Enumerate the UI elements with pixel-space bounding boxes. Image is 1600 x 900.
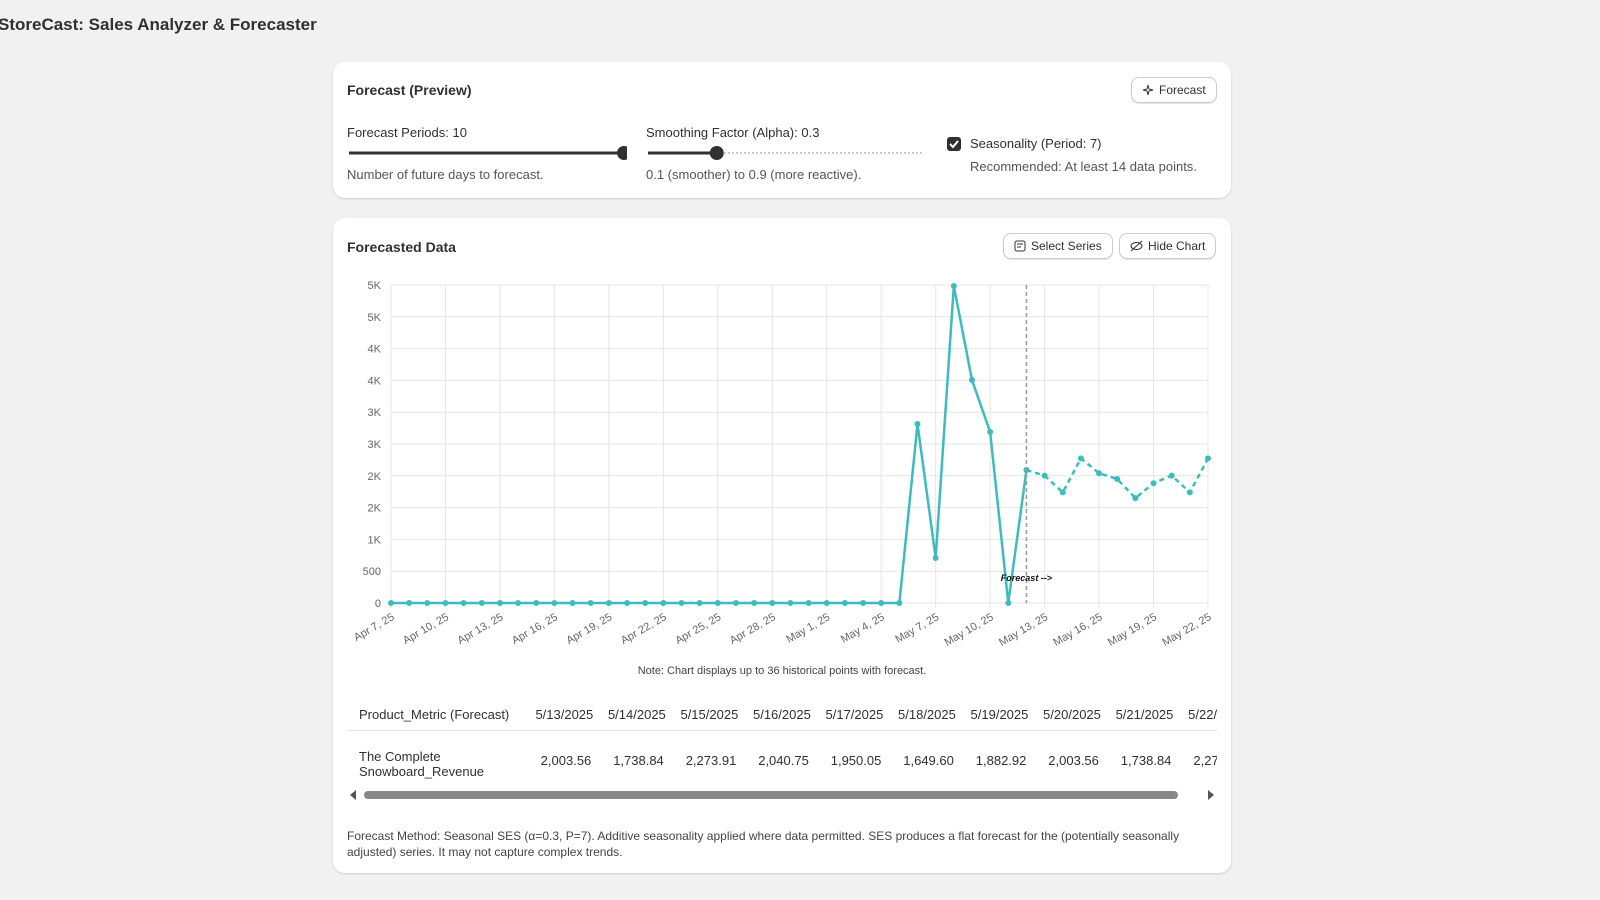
select-series-button[interactable]: Select Series [1003,233,1113,259]
header-cell: 5/19/2025 [961,698,1035,731]
card-title: Forecasted Data [347,239,456,255]
cell: The Complete Snowboard_Revenue [359,749,485,779]
header-cell: 5/14/2025 [599,698,672,731]
header-row: Product_Metric (Forecast) 5/13/2025 5/14/2… [347,698,1217,731]
icon [1014,240,1026,252]
seasonality-label: Seasonality (Period: 7) [970,136,1102,151]
button-label: Hide Chart [1148,239,1206,253]
card-title: Forecast (Preview) [347,82,472,98]
alpha-slider[interactable] [646,144,931,162]
slider-thumb [709,146,724,160]
header-cell: 5/18/2025 [889,698,962,731]
header-cell: Product_Metric (Forecast) [347,698,527,731]
scrollbar[interactable] [347,787,1217,803]
settings-card: Forecast (Preview) Forecast Forecast Per… [333,62,1231,198]
forecast-button[interactable]: Forecast [1131,77,1217,103]
button-label: Select Series [1031,239,1102,253]
cell: 2,003.56 [1048,752,1099,768]
periods-help: Number of future days to forecast. [347,167,544,182]
header-cell: 5/17/2025 [816,698,890,731]
data-row: The Complete Snowboard_Revenue 2,003.56 1,… [347,731,1217,800]
cell: 1,738.84 [613,752,664,768]
button-label: Forecast [1159,83,1206,97]
cell: 1,882.92 [975,752,1027,768]
cell: 1,738.84 [1120,752,1172,768]
header-cell: 5/13/2025 [526,698,600,731]
cell: 2,003.56 [540,752,592,768]
header-cell: 5/22/2025 [1179,698,1217,731]
chart-note: Note: Chart displays up to 36 historical… [637,665,927,677]
icon [1142,84,1154,96]
slider-thumb [617,146,627,160]
cell: 2,273.91 [685,752,737,768]
hide-chart-button[interactable]: Hide Chart [1119,233,1217,259]
periods-label: Forecast Periods: 10 [347,125,467,140]
footnote: Forecast Method: Seasonal SES (α=0.3, P=… [347,829,1180,859]
checkbox-box [947,137,961,151]
table-wrap: Product_Metric (Forecast) 5/13/2025 5/14/2… [347,698,1217,799]
header-cell: 5/20/2025 [1034,698,1107,731]
seasonality-checkbox[interactable] [946,136,962,152]
periods-slider[interactable] [347,144,627,162]
header-cell: 5/15/2025 [671,698,745,731]
forecast-table: Product_Metric (Forecast) 5/13/2025 5/14/2… [347,698,1217,799]
icon [1130,240,1143,252]
cell: 1,649.60 [903,752,954,768]
app-title: StoreCast: Sales Analyzer & Forecaster [0,15,317,34]
alpha-label: Smoothing Factor (Alpha): 0.3 [646,125,820,140]
alpha-help: 0.1 (smoother) to 0.9 (more reactive). [646,167,862,182]
cell: 1,950.05 [830,752,882,768]
cell: 2,040.75 [758,752,809,768]
cell: 2,273.91 [1193,752,1217,768]
header-cell: 5/21/2025 [1106,698,1180,731]
header-cell: 5/16/2025 [744,698,817,731]
checkmark [949,140,959,149]
seasonality-help: Recommended: At least 14 data points. [970,159,1197,174]
